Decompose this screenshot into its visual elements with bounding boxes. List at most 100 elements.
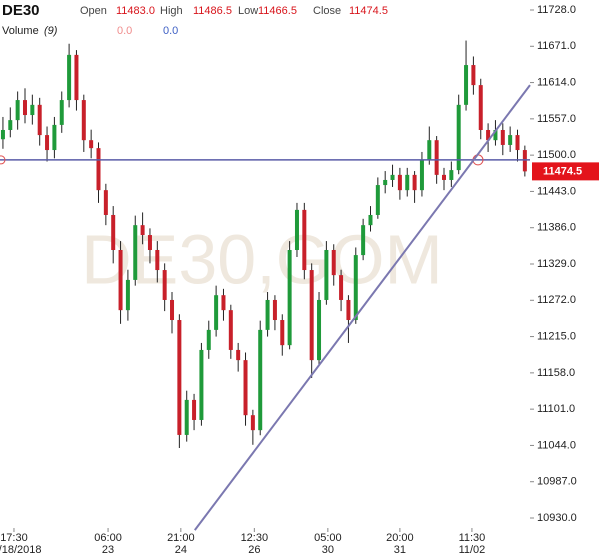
x-tick-label: 20:00 <box>386 532 414 544</box>
candle-body <box>500 129 505 145</box>
x-tick-label: 21:00 <box>167 532 195 544</box>
candle-body <box>155 249 160 271</box>
field-name: High <box>160 5 183 17</box>
y-tick-label: 10987.0 <box>537 476 577 488</box>
volume-period: (9) <box>44 25 58 37</box>
candle-body <box>412 174 417 191</box>
candle-body <box>30 104 35 116</box>
candle-body <box>419 159 424 191</box>
volume-value: 0.0 <box>163 25 178 37</box>
field-name: Low <box>238 5 258 17</box>
candle-body <box>170 299 175 321</box>
candle-body <box>250 415 255 431</box>
trend-line <box>194 84 531 531</box>
candle-body <box>243 360 248 416</box>
candle-body <box>45 135 50 151</box>
candle-body <box>287 249 292 346</box>
x-tick-label: 17:30 <box>0 532 28 544</box>
candle-body <box>81 100 86 141</box>
candle-body <box>125 279 130 311</box>
volume-value: 0.0 <box>117 25 132 37</box>
x-tick-date: 23 <box>102 544 114 556</box>
candle-body <box>493 129 498 141</box>
candle-body <box>471 65 476 86</box>
y-tick-label: 11614.0 <box>537 76 576 88</box>
candle-body <box>272 299 277 321</box>
candle-body <box>522 150 527 172</box>
volume-label: Volume <box>2 25 39 37</box>
candle-body <box>184 399 189 435</box>
candle-body <box>486 129 491 141</box>
candle-body <box>236 349 241 361</box>
y-tick-label: 10930.0 <box>537 512 577 524</box>
candle-body <box>52 124 57 151</box>
x-tick-date: 26 <box>248 544 260 556</box>
candle-body <box>103 190 108 215</box>
last-price-label: 11474.5 <box>543 165 582 177</box>
candle-body <box>397 174 402 191</box>
y-tick-label: 11728.0 <box>537 4 576 16</box>
candle-body <box>89 140 94 149</box>
y-tick-label: 11557.0 <box>537 113 576 125</box>
candle-body <box>67 54 72 101</box>
candle-body <box>346 299 351 321</box>
candle-body <box>214 295 219 330</box>
candle-body <box>8 120 13 130</box>
candle-body <box>309 270 314 361</box>
candle-body <box>280 320 285 346</box>
candle-body <box>405 174 410 191</box>
candle-body <box>508 135 513 145</box>
y-tick-label: 11443.0 <box>537 185 576 197</box>
candle-body <box>96 148 101 191</box>
field-value: 11474.5 <box>349 5 388 17</box>
candle-body <box>302 209 307 271</box>
candle-body <box>317 299 322 361</box>
candle-body <box>361 225 366 256</box>
x-tick-date: 10/18/2018 <box>0 544 41 556</box>
candle-body <box>177 320 182 435</box>
level-handle <box>0 155 6 165</box>
candle-body <box>37 104 42 136</box>
candle-body <box>427 140 432 160</box>
x-tick-label: 05:00 <box>314 532 342 544</box>
candle-body <box>339 275 344 300</box>
candle-body <box>449 170 454 180</box>
candle-body <box>375 185 380 215</box>
y-tick-label: 11215.0 <box>537 330 576 342</box>
candle-body <box>0 129 5 140</box>
candle-body <box>140 225 145 236</box>
candle-body <box>206 329 211 350</box>
symbol: DE30 <box>2 2 40 19</box>
candle-body <box>111 214 116 250</box>
candle-body <box>59 100 64 125</box>
field-value: 11483.0 <box>116 5 155 17</box>
y-tick-label: 11386.0 <box>537 222 576 234</box>
y-tick-label: 11044.0 <box>537 439 576 451</box>
candle-body <box>515 135 520 151</box>
candle-body <box>441 174 446 180</box>
candle-body <box>162 270 167 300</box>
candle-body <box>22 100 27 116</box>
y-tick-label: 11671.0 <box>537 40 576 52</box>
candle-body <box>294 209 299 250</box>
field-value: 11466.5 <box>258 5 297 17</box>
x-tick-label: 12:30 <box>241 532 269 544</box>
candle-body <box>74 54 79 101</box>
y-tick-label: 11158.0 <box>537 367 575 379</box>
x-tick-date: 31 <box>394 544 406 556</box>
candle-body <box>221 295 226 311</box>
candle-body <box>383 179 388 186</box>
y-tick-label: 11101.0 <box>537 403 575 415</box>
candle-body <box>324 249 329 300</box>
candle-body <box>390 174 395 180</box>
candle-body <box>434 140 439 175</box>
candle-body <box>478 85 483 130</box>
x-tick-date: 24 <box>175 544 187 556</box>
candle-body <box>147 235 152 250</box>
candle-body <box>456 104 461 171</box>
candle-body <box>258 329 263 431</box>
candle-body <box>133 225 138 280</box>
candle-body <box>368 214 373 226</box>
last-price-tag <box>532 162 599 181</box>
